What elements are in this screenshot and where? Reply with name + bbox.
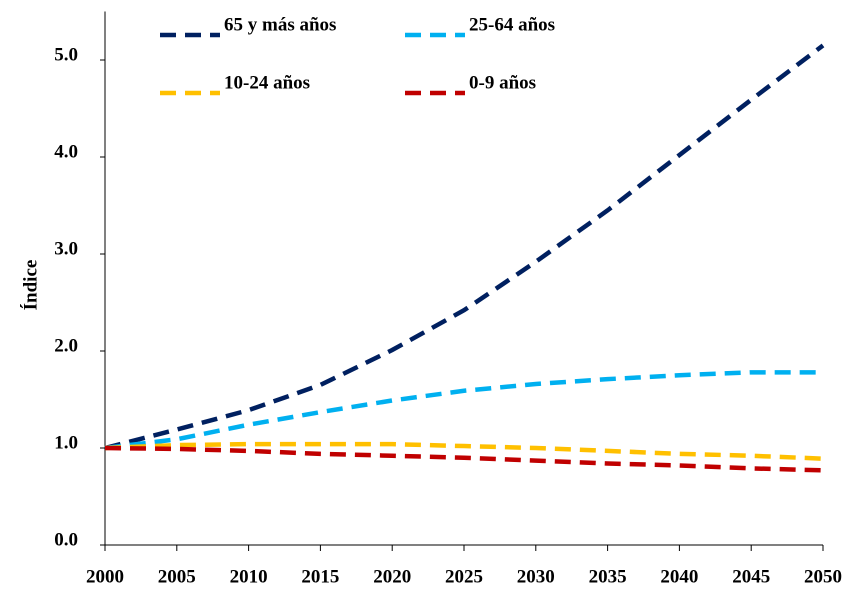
y-tick-label: 1.0 (54, 432, 78, 453)
y-tick-label: 3.0 (54, 238, 78, 259)
x-tick-label: 2035 (589, 566, 627, 587)
legend-label: 10-24 años (224, 72, 310, 93)
x-tick-label: 2010 (230, 566, 268, 587)
series-line (104, 370, 823, 451)
y-tick-label: 2.0 (54, 335, 78, 356)
series-line (104, 445, 824, 473)
legend-label: 0-9 años (469, 72, 536, 93)
x-tick-label: 2050 (804, 566, 842, 587)
series-line (104, 43, 825, 451)
x-tick-label: 2015 (301, 566, 339, 587)
series-line (104, 441, 824, 461)
x-tick-label: 2000 (86, 566, 124, 587)
x-tick-label: 2020 (373, 566, 411, 587)
x-tick-label: 2030 (517, 566, 555, 587)
legend-label: 25-64 años (469, 14, 555, 35)
y-tick-label: 0.0 (54, 529, 78, 550)
legend-label: 65 y más años (224, 14, 336, 35)
y-axis-label: Índice (19, 260, 41, 311)
y-tick-label: 4.0 (54, 141, 78, 162)
x-tick-label: 2045 (732, 566, 770, 587)
y-tick-label: 5.0 (54, 44, 78, 65)
x-tick-label: 2040 (660, 566, 698, 587)
x-tick-label: 2005 (158, 566, 196, 587)
x-tick-label: 2025 (445, 566, 483, 587)
